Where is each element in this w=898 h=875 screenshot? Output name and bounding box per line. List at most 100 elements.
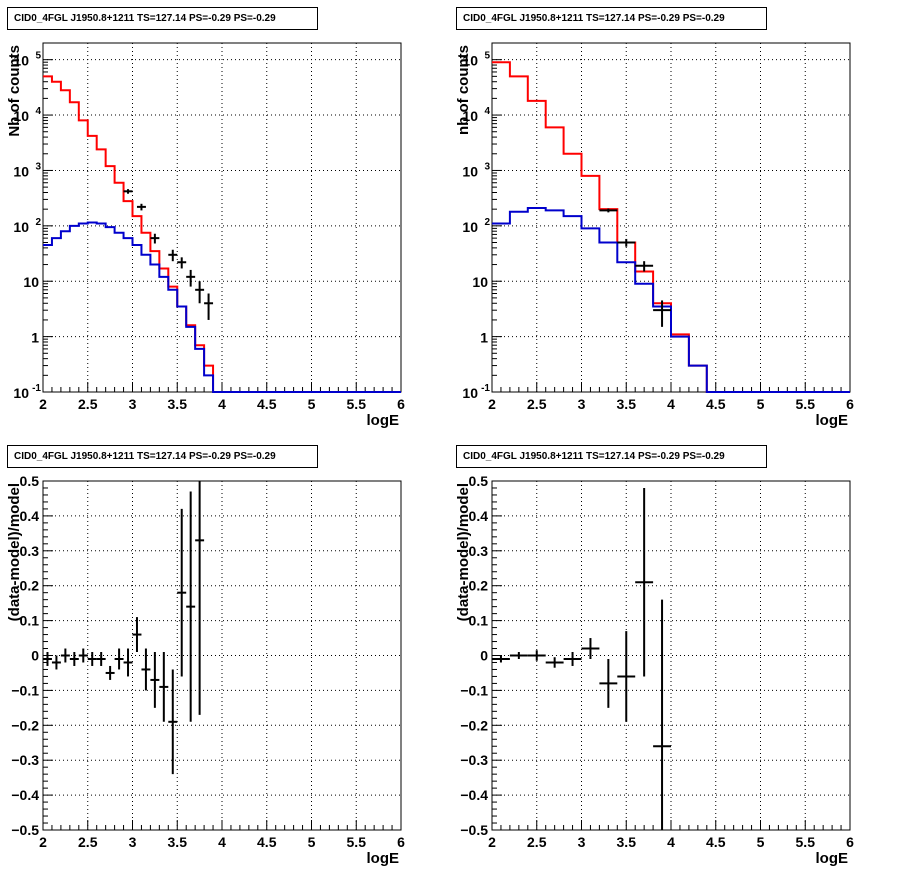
y-tick-label: 0.4 bbox=[469, 508, 489, 524]
title-box-bottom-left: CID0_4FGL J1950.8+1211 TS=127.14 PS=-0.2… bbox=[7, 445, 318, 468]
data-point bbox=[114, 648, 124, 670]
x-tick-label: 5.5 bbox=[796, 834, 816, 850]
y-tick-label: 10 bbox=[462, 108, 478, 124]
x-tick-label: 3 bbox=[578, 396, 586, 412]
x-tick-label: 4 bbox=[667, 834, 675, 850]
y-tick-label: 0 bbox=[480, 648, 488, 664]
y-tick-exponent: 3 bbox=[484, 161, 490, 172]
data-point bbox=[105, 665, 115, 680]
y-tick-label: 0.5 bbox=[469, 473, 489, 489]
x-tick-label: 3.5 bbox=[168, 396, 188, 412]
data-point bbox=[635, 261, 654, 272]
y-tick-label: −0.1 bbox=[460, 682, 488, 698]
data-point bbox=[527, 650, 546, 661]
data-point bbox=[617, 238, 636, 247]
y-tick-exponent: 4 bbox=[484, 106, 490, 117]
data-point bbox=[635, 487, 654, 677]
y-tick-exponent: 2 bbox=[35, 217, 41, 228]
x-tick-label: 5 bbox=[757, 834, 765, 850]
series-blue-step-line bbox=[43, 221, 401, 393]
y-tick-exponent: 5 bbox=[484, 51, 490, 62]
data-point bbox=[186, 491, 196, 722]
data-point bbox=[563, 652, 582, 666]
data-point bbox=[509, 652, 528, 659]
data-point bbox=[159, 652, 169, 722]
y-axis-label: Nb of counts bbox=[6, 45, 23, 137]
y-tick-label: 10 bbox=[13, 385, 29, 401]
x-tick-label: 5 bbox=[308, 396, 316, 412]
x-tick-label: 5 bbox=[308, 834, 316, 850]
data-point bbox=[141, 648, 151, 691]
x-tick-label: 2.5 bbox=[527, 396, 547, 412]
x-tick-label: 4.5 bbox=[257, 396, 277, 412]
y-tick-label: 0.4 bbox=[20, 508, 40, 524]
y-tick-exponent: -1 bbox=[32, 383, 41, 394]
data-point bbox=[599, 658, 618, 708]
x-tick-label: 5.5 bbox=[347, 396, 367, 412]
y-tick-label: 10 bbox=[462, 385, 478, 401]
data-point bbox=[492, 655, 510, 663]
data-point bbox=[69, 652, 79, 666]
x-tick-label: 2.5 bbox=[78, 834, 98, 850]
y-tick-label: −0.3 bbox=[460, 752, 488, 768]
data-point bbox=[43, 652, 52, 666]
data-point bbox=[132, 617, 142, 653]
data-point bbox=[150, 652, 160, 708]
data-point bbox=[60, 648, 70, 663]
title-box-bottom-right: CID0_4FGL J1950.8+1211 TS=127.14 PS=-0.2… bbox=[456, 445, 767, 468]
x-tick-label: 3.5 bbox=[168, 834, 188, 850]
title-box-top-left: CID0_4FGL J1950.8+1211 TS=127.14 PS=-0.2… bbox=[7, 7, 318, 30]
x-tick-label: 3.5 bbox=[617, 396, 637, 412]
y-tick-label: 10 bbox=[13, 163, 29, 179]
x-tick-label: 5.5 bbox=[347, 834, 367, 850]
x-tick-label: 2 bbox=[488, 834, 496, 850]
x-tick-label: 4 bbox=[218, 834, 226, 850]
y-tick-exponent: 2 bbox=[484, 217, 490, 228]
x-tick-label: 2 bbox=[39, 834, 47, 850]
data-point bbox=[96, 652, 106, 666]
x-tick-label: 4.5 bbox=[706, 834, 726, 850]
x-tick-label: 5 bbox=[757, 396, 765, 412]
x-axis-label: logE bbox=[367, 850, 400, 867]
y-tick-label: 0.3 bbox=[20, 543, 40, 559]
y-tick-label: −0.2 bbox=[11, 717, 39, 733]
x-tick-label: 2 bbox=[488, 396, 496, 412]
y-axis-label: (data-model)/model bbox=[6, 483, 23, 621]
y-tick-exponent: 4 bbox=[35, 106, 41, 117]
y-tick-label: −0.1 bbox=[11, 682, 39, 698]
y-tick-label: 10 bbox=[13, 53, 29, 69]
data-point bbox=[195, 281, 205, 304]
x-tick-label: 6 bbox=[397, 396, 405, 412]
data-point bbox=[123, 648, 133, 677]
y-tick-exponent: 3 bbox=[35, 161, 41, 172]
data-point bbox=[123, 189, 133, 194]
y-tick-label: −0.5 bbox=[460, 822, 488, 838]
title-box-top-right: CID0_4FGL J1950.8+1211 TS=127.14 PS=-0.2… bbox=[456, 7, 767, 30]
data-point bbox=[78, 648, 88, 663]
x-tick-label: 4 bbox=[667, 396, 675, 412]
data-point bbox=[617, 631, 636, 722]
y-tick-label: 0 bbox=[31, 648, 39, 664]
x-tick-label: 4.5 bbox=[257, 834, 277, 850]
x-tick-label: 2 bbox=[39, 396, 47, 412]
y-tick-label: 0.1 bbox=[20, 613, 40, 629]
y-tick-exponent: 5 bbox=[35, 51, 41, 62]
x-tick-label: 3.5 bbox=[617, 834, 637, 850]
y-tick-label: −0.5 bbox=[11, 822, 39, 838]
x-tick-label: 2.5 bbox=[78, 396, 98, 412]
y-tick-label: −0.2 bbox=[460, 717, 488, 733]
x-axis-label: logE bbox=[367, 412, 400, 429]
y-tick-label: 0.5 bbox=[20, 473, 40, 489]
data-point bbox=[51, 655, 61, 670]
y-tick-label: 10 bbox=[23, 274, 39, 290]
data-point bbox=[545, 657, 564, 668]
data-point bbox=[177, 508, 187, 677]
y-tick-label: 0.1 bbox=[469, 613, 489, 629]
x-tick-label: 6 bbox=[846, 396, 854, 412]
data-point bbox=[168, 249, 178, 262]
y-tick-label: 0.2 bbox=[20, 578, 40, 594]
x-axis-label: logE bbox=[816, 412, 849, 429]
